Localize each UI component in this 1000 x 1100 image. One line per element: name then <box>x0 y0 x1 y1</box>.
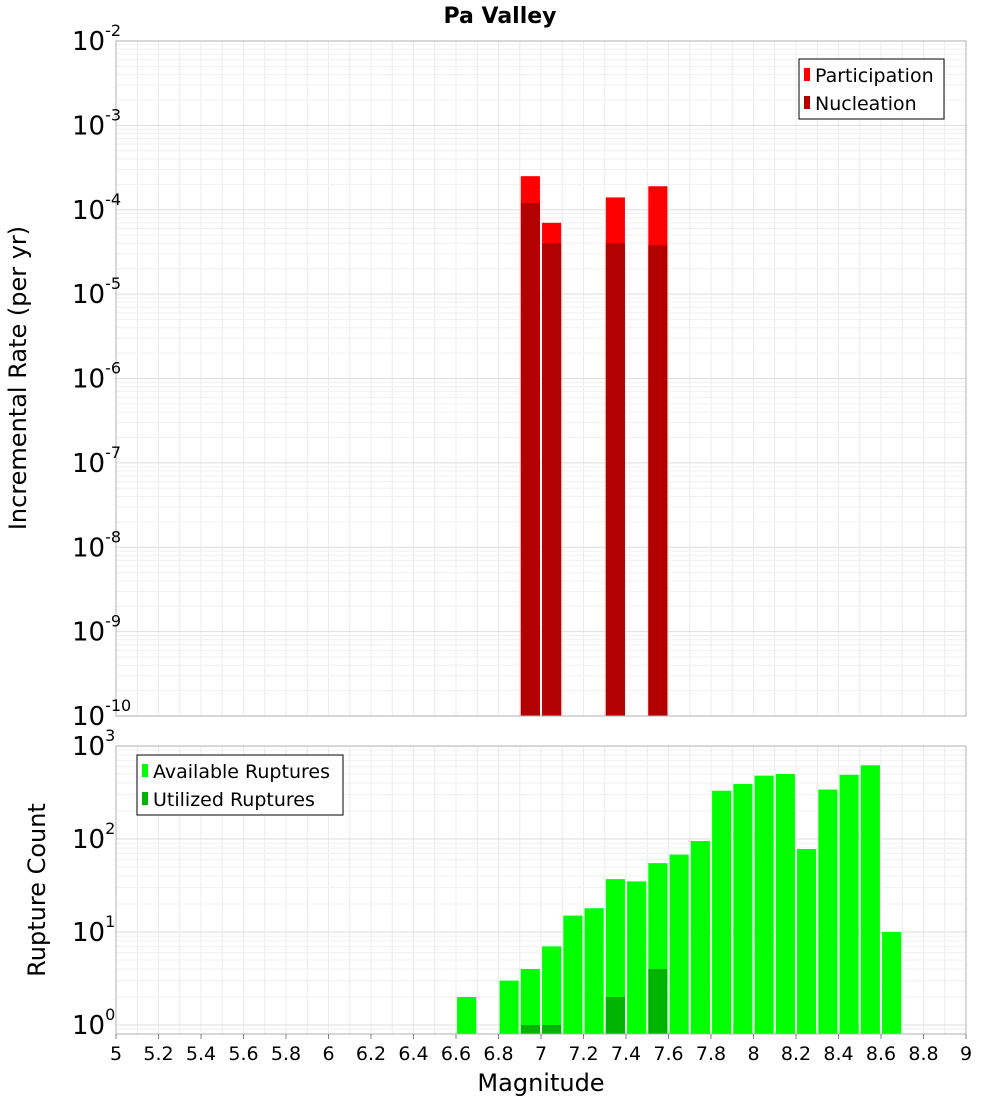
y-tick-label: 10-2 <box>72 21 121 57</box>
top-y-axis-label: Incremental Rate (per yr) <box>4 226 32 530</box>
bar-primary <box>457 996 477 1034</box>
x-tick-label: 5.6 <box>228 1043 258 1065</box>
x-tick-label: 5.8 <box>271 1043 301 1065</box>
bottom-x-ticks: 5 5.2 5.4 5.6 5.8 6 6.2 6.4 6.6 6.8 7 7.2 7.4 7.6 7.8 8… <box>110 1034 972 1065</box>
y-tick-label: 100 <box>72 1005 115 1041</box>
y-tick-label: 10-5 <box>72 274 121 310</box>
bar-primary <box>627 881 647 1034</box>
x-tick-label: 5.4 <box>186 1043 216 1065</box>
y-tick-label: 10-10 <box>72 696 131 732</box>
legend-box <box>136 754 344 816</box>
bar-primary <box>839 774 859 1034</box>
chart-title: Pa Valley <box>443 4 556 29</box>
bar-primary <box>860 765 880 1034</box>
x-tick-label: 9 <box>960 1043 972 1065</box>
x-tick-label: 7.8 <box>696 1043 726 1065</box>
bottom-panel: 100 101 102 103 5 5.2 5.4 5.6 5.8 6 6.2 6.4 6.6 6.8 7… <box>23 726 972 1097</box>
legend-label: Nucleation <box>815 93 917 115</box>
bar-primary <box>669 854 689 1034</box>
bottom-bars <box>457 765 902 1034</box>
y-tick-label: 10-4 <box>72 190 121 226</box>
x-tick-label: 7 <box>535 1043 547 1065</box>
legend-box <box>798 58 945 120</box>
legend-label: Utilized Ruptures <box>153 789 315 811</box>
x-tick-label: 8.4 <box>823 1043 853 1065</box>
bar-secondary <box>520 203 540 716</box>
x-tick-label: 7.6 <box>653 1043 683 1065</box>
y-tick-label: 10-3 <box>72 105 121 141</box>
bar-primary <box>733 784 753 1034</box>
bar-secondary <box>605 996 625 1034</box>
bar-primary <box>499 980 519 1034</box>
top-panel: 10-10 10-9 10-8 10-7 10-6 10-5 10-4 10-3 10-2 In… <box>4 21 967 732</box>
top-bars <box>520 176 668 717</box>
bar-secondary <box>542 243 562 717</box>
bar-primary <box>542 946 562 1034</box>
x-tick-label: 6 <box>322 1043 334 1065</box>
y-tick-label: 10-7 <box>72 443 121 479</box>
x-tick-label: 8.8 <box>908 1043 938 1065</box>
x-tick-label: 7.4 <box>611 1043 641 1065</box>
x-tick-label: 5 <box>110 1043 122 1065</box>
x-tick-label: 5.2 <box>143 1043 173 1065</box>
y-tick-label: 10-9 <box>72 612 121 648</box>
bar-primary <box>882 931 902 1034</box>
legend-label: Participation <box>815 65 934 87</box>
x-tick-label: 8.2 <box>781 1043 811 1065</box>
bar-primary <box>690 841 710 1034</box>
legend-swatch <box>142 792 148 805</box>
bar-secondary <box>605 243 625 717</box>
x-tick-label: 6.6 <box>441 1043 471 1065</box>
y-tick-label: 102 <box>72 819 115 855</box>
x-tick-label: 8.6 <box>866 1043 896 1065</box>
bar-primary <box>584 908 604 1034</box>
y-tick-label: 10-6 <box>72 359 121 395</box>
legend-label: Available Ruptures <box>153 761 330 783</box>
top-plot-frame <box>115 40 967 717</box>
x-tick-label: 6.8 <box>483 1043 513 1065</box>
legend-swatch <box>142 764 148 777</box>
bar-primary <box>775 773 795 1034</box>
bar-primary <box>563 915 583 1034</box>
x-tick-label: 6.4 <box>398 1043 428 1065</box>
bar-secondary <box>520 1024 540 1034</box>
legend-swatch <box>804 68 810 81</box>
legend-swatch <box>804 96 810 109</box>
x-tick-label: 6.2 <box>356 1043 386 1065</box>
bar-primary <box>754 775 774 1034</box>
bar-secondary <box>542 1024 562 1034</box>
top-legend: Participation Nucleation <box>798 58 945 120</box>
x-tick-label: 8 <box>747 1043 759 1065</box>
bar-secondary <box>648 245 668 717</box>
y-tick-label: 10-8 <box>72 527 121 563</box>
bar-primary <box>520 968 540 1034</box>
bar-primary <box>797 849 817 1034</box>
bottom-y-ticks: 100 101 102 103 <box>72 726 115 1041</box>
bar-primary <box>818 789 838 1034</box>
y-tick-label: 101 <box>72 912 115 948</box>
top-grid <box>115 40 967 717</box>
y-tick-label: 103 <box>72 726 115 762</box>
bar-primary <box>605 879 625 1034</box>
x-axis-label: Magnitude <box>477 1069 604 1097</box>
bottom-legend: Available Ruptures Utilized Ruptures <box>136 754 344 816</box>
bar-secondary <box>648 968 668 1034</box>
bottom-y-axis-label: Rupture Count <box>23 803 51 977</box>
top-y-ticks: 10-10 10-9 10-8 10-7 10-6 10-5 10-4 10-3 10-2 <box>72 21 131 732</box>
bar-primary <box>712 790 732 1034</box>
x-tick-label: 7.2 <box>568 1043 598 1065</box>
